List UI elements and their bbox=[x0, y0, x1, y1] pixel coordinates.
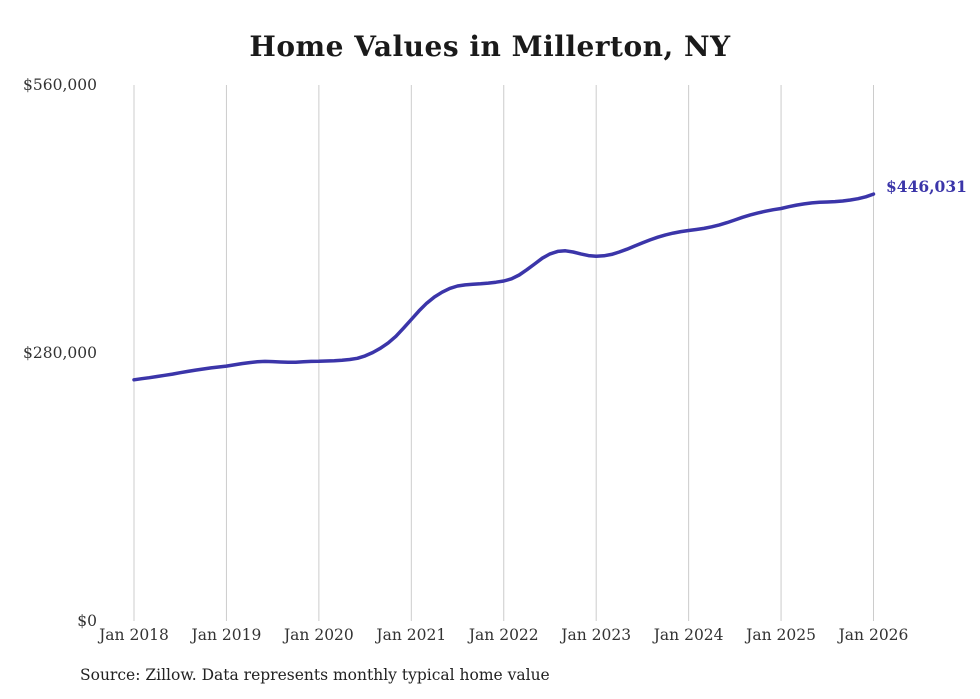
x-axis-tick-2022: Jan 2022 bbox=[468, 626, 539, 644]
chart-title: Home Values in Millerton, NY bbox=[249, 30, 731, 63]
y-axis-tick-560000: $560,000 bbox=[23, 76, 97, 94]
x-axis-tick-2020: Jan 2020 bbox=[283, 626, 354, 644]
x-axis-tick-2019: Jan 2019 bbox=[191, 626, 262, 644]
x-axis-tick-2021: Jan 2021 bbox=[376, 626, 447, 644]
x-axis-tick-2024: Jan 2024 bbox=[653, 626, 724, 644]
source-note: Source: Zillow. Data represents monthly … bbox=[80, 666, 550, 684]
latest-value-label: $446,031 bbox=[886, 177, 967, 196]
y-axis-tick-280000: $280,000 bbox=[23, 344, 97, 362]
x-axis-tick-2025: Jan 2025 bbox=[746, 626, 816, 644]
x-axis: Jan 2018 Jan 2019 Jan 2020 Jan 2021 Jan … bbox=[0, 626, 980, 646]
x-axis-tick-2026: Jan 2026 bbox=[838, 626, 909, 644]
y-axis-tick-0: $0 bbox=[77, 612, 97, 630]
x-axis-tick-2018: Jan 2018 bbox=[99, 626, 169, 644]
x-axis-tick-2023: Jan 2023 bbox=[561, 626, 632, 644]
home-value-line bbox=[132, 192, 876, 382]
